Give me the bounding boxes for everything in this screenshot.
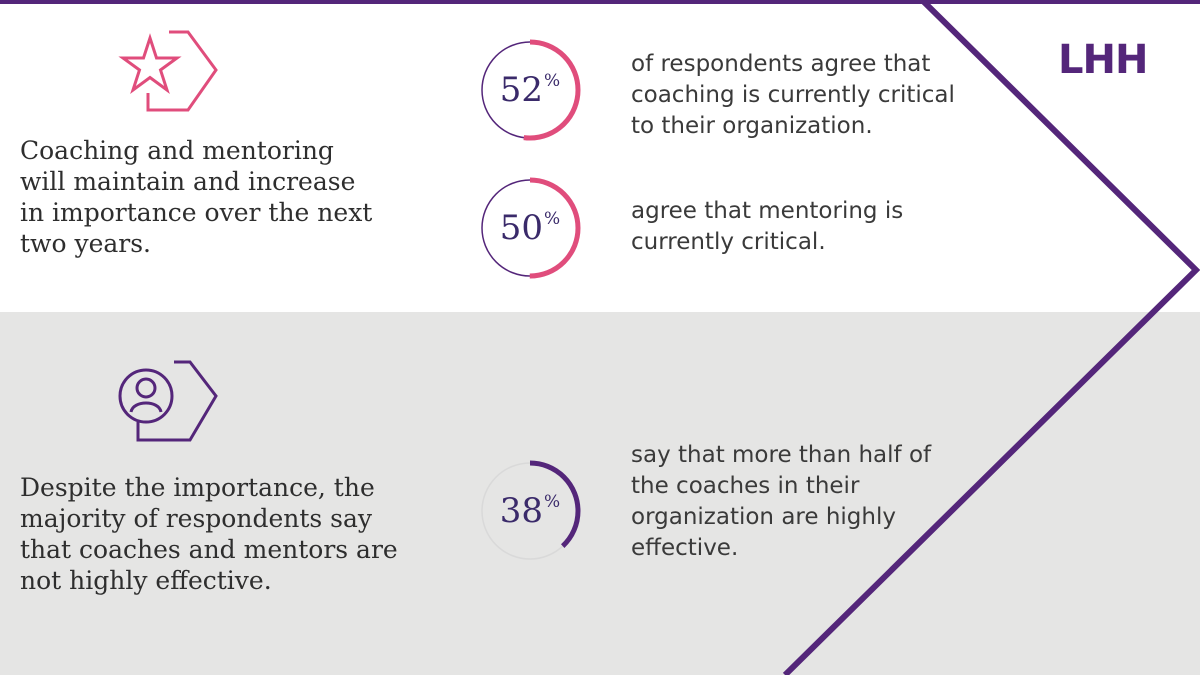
percent-sign: % (544, 70, 561, 91)
stat-description: of respondents agree that coaching is cu… (631, 51, 955, 139)
stat-coaches-effective: 38% (478, 459, 582, 563)
stat-value: 38% (478, 459, 582, 563)
stat-value: 52% (478, 38, 582, 142)
progress-ring (479, 177, 581, 279)
chevron-line (782, 0, 1200, 675)
top-accent-strip (0, 0, 1200, 4)
person-icon (118, 360, 218, 442)
progress-ring (479, 39, 581, 141)
bottom-gray-band (0, 312, 1200, 675)
stat-value: 50% (478, 176, 582, 280)
ring-arc (479, 39, 581, 141)
stat-mentoring-critical: 50% (478, 176, 582, 280)
stat-number: 38 (499, 491, 544, 531)
progress-ring (479, 460, 581, 562)
lhh-logo: LHH (1058, 37, 1148, 83)
stat-description: agree that mentoring is currently critic… (631, 198, 904, 255)
percent-sign: % (544, 208, 561, 229)
star-icon (118, 30, 218, 112)
claim-importance: Coaching and mentoring will maintain and… (20, 136, 373, 258)
stat-description: say that more than half of the coaches i… (631, 442, 932, 561)
stat-coaching-critical: 52% (478, 38, 582, 142)
stat-number: 52 (499, 70, 544, 110)
ring-arc (479, 460, 581, 562)
ring-arc (479, 177, 581, 279)
claim-effectiveness: Despite the importance, the majority of … (20, 473, 398, 595)
stat-number: 50 (499, 208, 544, 248)
percent-sign: % (544, 491, 561, 512)
